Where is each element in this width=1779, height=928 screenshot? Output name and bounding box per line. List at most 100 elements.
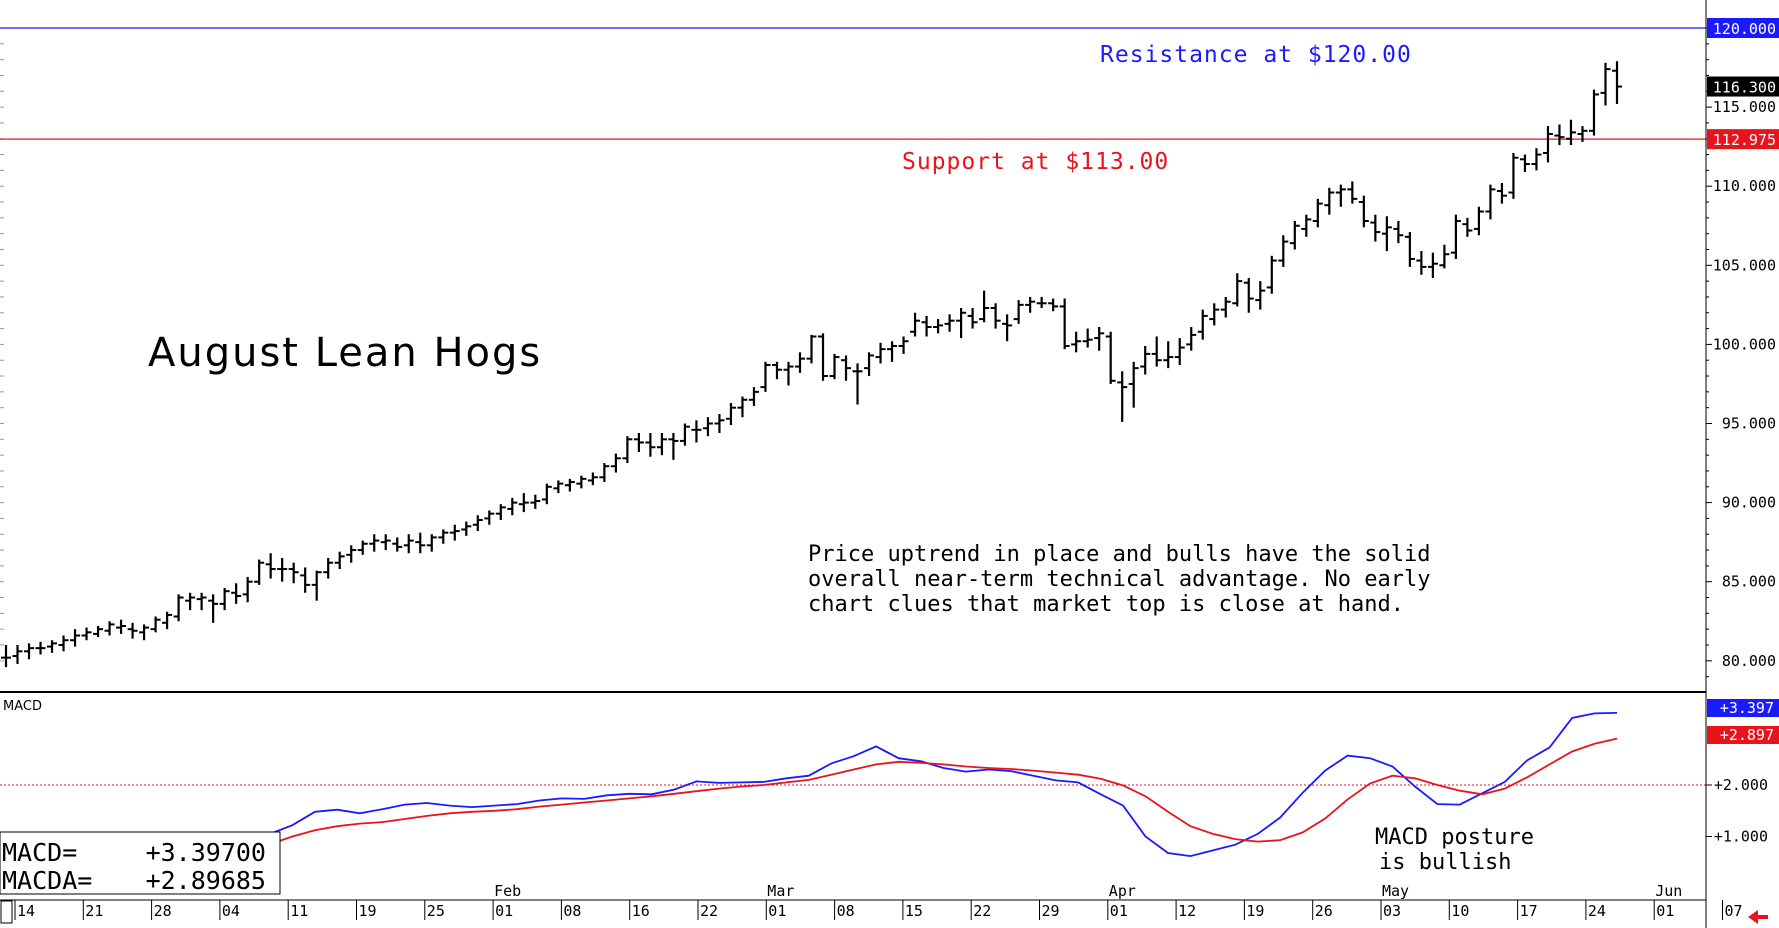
ohlc-bar bbox=[81, 627, 92, 641]
ohlc-bar bbox=[875, 342, 886, 364]
x-tick-label: 19 bbox=[1246, 902, 1264, 920]
x-tick-label: 11 bbox=[290, 902, 308, 920]
ohlc-bar bbox=[783, 361, 794, 386]
ohlc-bar bbox=[1186, 326, 1197, 351]
x-tick-label: 25 bbox=[427, 902, 445, 920]
ohlc-bar bbox=[1197, 309, 1208, 340]
macd-tag bbox=[1707, 699, 1779, 717]
x-tick-label: 12 bbox=[1178, 902, 1196, 920]
ohlc-bar bbox=[1588, 89, 1599, 136]
x-tick-label: 21 bbox=[85, 902, 103, 920]
ohlc-bar bbox=[323, 557, 334, 579]
ohlc-bar bbox=[219, 588, 230, 611]
ohlc-bar bbox=[1519, 154, 1530, 172]
ohlc-bar bbox=[472, 515, 483, 532]
ohlc-bar bbox=[127, 622, 138, 639]
ohlc-bar bbox=[829, 353, 840, 380]
ohlc-bar bbox=[887, 341, 898, 362]
ohlc-bar bbox=[737, 396, 748, 418]
ohlc-bar bbox=[1025, 296, 1036, 313]
ohlc-bar bbox=[1439, 244, 1450, 269]
ohlc-bar bbox=[173, 594, 184, 622]
y-tick-label: 95.000 bbox=[1722, 415, 1776, 433]
x-tick-label: 08 bbox=[563, 902, 581, 920]
x-tick-label: 14 bbox=[17, 902, 35, 920]
month-label: Mar bbox=[767, 882, 794, 900]
ohlc-bar bbox=[242, 576, 253, 603]
ohlc-bar bbox=[587, 472, 598, 486]
ohlc-bar bbox=[933, 319, 944, 334]
ohlc-bar bbox=[208, 594, 219, 623]
ohlc-bar bbox=[116, 619, 127, 634]
ohlc-bar bbox=[1301, 214, 1312, 237]
ohlc-bar bbox=[576, 475, 587, 489]
x-tick-label: 01 bbox=[495, 902, 513, 920]
support-resistance-lines: Resistance at $120.00 Support at $113.00 bbox=[0, 27, 1706, 175]
ohlc-bar bbox=[864, 352, 875, 377]
macd-readout-value: +2.89685 bbox=[146, 866, 266, 895]
ohlc-bar bbox=[852, 363, 863, 405]
annotation-line: chart clues that market top is close at … bbox=[808, 592, 1404, 617]
annotation-text: Price uptrend in place and bulls have th… bbox=[808, 542, 1431, 617]
ohlc-bar bbox=[24, 643, 35, 660]
macd-tag-label: +2.897 bbox=[1720, 726, 1774, 744]
ohlc-bar bbox=[1473, 206, 1484, 236]
macd-readout-value: +3.39700 bbox=[146, 838, 266, 867]
ohlc-bar bbox=[1220, 296, 1231, 318]
ohlc-bar bbox=[1, 644, 11, 668]
macd-tag-label: +3.397 bbox=[1720, 699, 1774, 717]
ohlc-bar bbox=[185, 592, 196, 611]
ohlc-bar bbox=[392, 537, 403, 552]
ohlc-bar bbox=[1117, 371, 1128, 422]
support-tag-label: 112.975 bbox=[1713, 131, 1776, 149]
ohlc-bar bbox=[530, 494, 541, 509]
x-tick-label: 01 bbox=[1656, 902, 1674, 920]
macd-annotation-line: is bullish bbox=[1379, 850, 1511, 875]
y-tick-label: 115.000 bbox=[1713, 98, 1776, 116]
macd-tag bbox=[1707, 726, 1779, 744]
ohlc-bar bbox=[334, 551, 345, 570]
x-tick-label: 28 bbox=[154, 902, 172, 920]
ohlc-bar bbox=[990, 303, 1001, 329]
ohlc-bar bbox=[438, 529, 449, 544]
last-price-tag-label: 116.300 bbox=[1713, 79, 1776, 97]
ohlc-bar bbox=[1600, 62, 1611, 106]
ohlc-bar bbox=[1612, 61, 1622, 104]
macd-y-tick-label: +1.000 bbox=[1714, 828, 1768, 846]
ohlc-bar bbox=[760, 361, 771, 392]
x-tick-label: 04 bbox=[222, 902, 240, 920]
ohlc-bar bbox=[231, 583, 242, 604]
ohlc-bar bbox=[656, 432, 667, 456]
ohlc-bar bbox=[564, 478, 575, 492]
ohlc-bar bbox=[1335, 184, 1346, 207]
ohlc-bar bbox=[1002, 314, 1013, 342]
ohlc-bar bbox=[1243, 277, 1254, 313]
macd-y-tick-label: +2.000 bbox=[1714, 776, 1768, 794]
macd-series-line-macd bbox=[269, 712, 1618, 858]
ohlc-bar bbox=[1289, 221, 1300, 250]
macd-readout-label: MACD= bbox=[2, 838, 77, 867]
ohlc-bar bbox=[139, 624, 150, 641]
last-price-tag bbox=[1707, 76, 1779, 97]
ohlc-bar bbox=[967, 308, 978, 329]
ohlc-bar bbox=[461, 521, 472, 536]
ohlc-bar bbox=[1174, 338, 1185, 365]
ohlc-bar bbox=[553, 480, 564, 494]
y-tick-label: 90.000 bbox=[1722, 494, 1776, 512]
x-tick-label: 03 bbox=[1383, 902, 1401, 920]
ohlc-bar bbox=[610, 453, 621, 473]
month-label: May bbox=[1382, 882, 1409, 900]
ohlc-bar bbox=[357, 540, 368, 555]
ohlc-bar bbox=[1496, 183, 1507, 204]
ohlc-bar bbox=[1565, 119, 1576, 146]
ohlc-bar bbox=[1381, 216, 1392, 252]
ohlc-bar bbox=[70, 629, 81, 647]
macd-readout-label: MACDA= bbox=[2, 866, 92, 895]
resistance-tag-label: 120.000 bbox=[1713, 20, 1776, 38]
x-tick-label: 01 bbox=[768, 902, 786, 920]
ohlc-bar bbox=[1209, 303, 1220, 326]
ohlc-bar bbox=[277, 557, 288, 582]
ohlc-bar bbox=[633, 432, 644, 452]
ohlc-bar bbox=[403, 534, 414, 554]
y-tick-label: 110.000 bbox=[1713, 177, 1776, 195]
